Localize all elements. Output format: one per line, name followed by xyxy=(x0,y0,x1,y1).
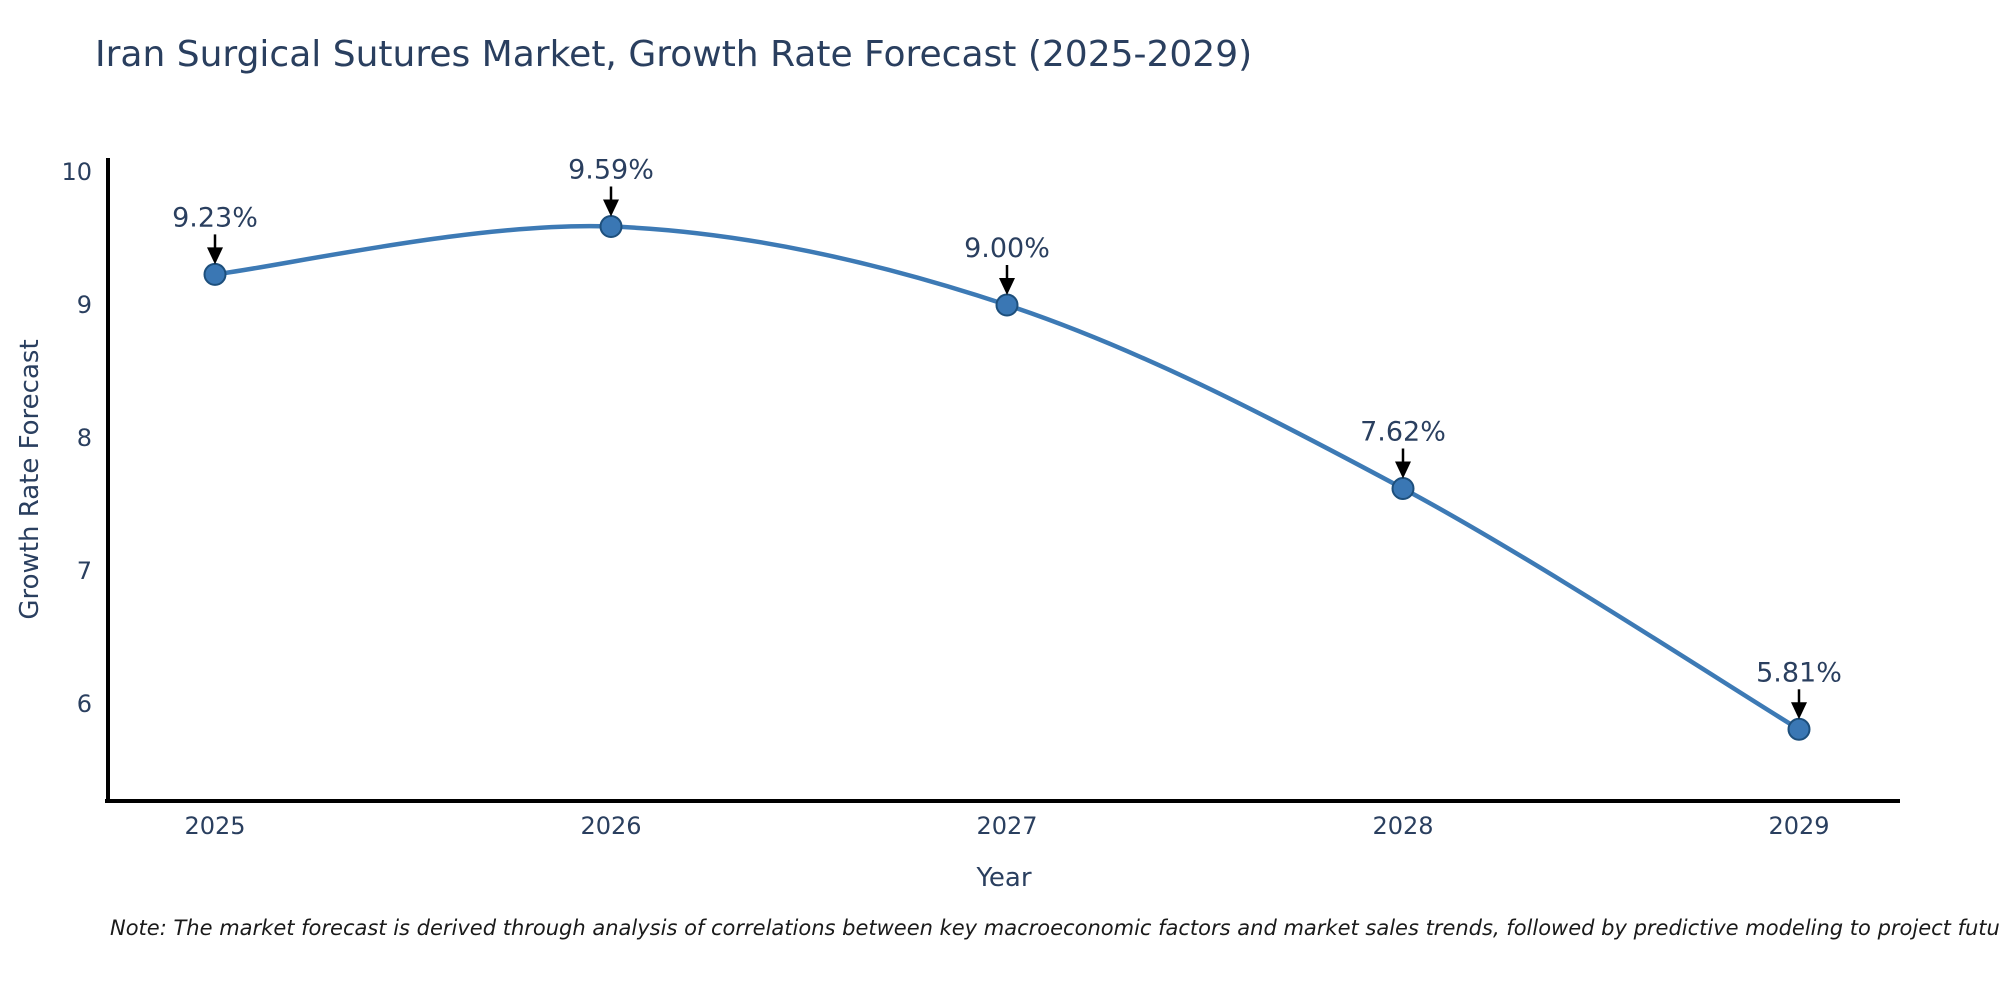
x-axis-title: Year xyxy=(975,863,1031,893)
x-tick-label: 2028 xyxy=(1372,812,1433,840)
y-tick-label: 10 xyxy=(61,158,92,186)
x-tick-label: 2026 xyxy=(580,812,641,840)
y-tick-label: 8 xyxy=(77,424,92,452)
x-tick-label: 2029 xyxy=(1768,812,1829,840)
annotation-arrowhead xyxy=(1395,461,1411,479)
data-point-marker xyxy=(1787,717,1811,741)
point-value-label: 9.23% xyxy=(172,202,258,233)
footnote: Note: The market forecast is derived thr… xyxy=(110,916,2000,940)
point-value-label: 5.81% xyxy=(1756,657,1842,688)
x-tick-label: 2027 xyxy=(976,812,1037,840)
y-axis-title: Growth Rate Forecast xyxy=(15,339,45,619)
y-tick-label: 9 xyxy=(77,291,92,319)
data-point-marker xyxy=(203,262,227,286)
chart-title: Iran Surgical Sutures Market, Growth Rat… xyxy=(95,34,1253,75)
point-value-label: 9.59% xyxy=(568,155,654,186)
y-tick-label: 6 xyxy=(77,690,92,718)
annotation-arrowhead xyxy=(999,278,1015,295)
point-value-label: 7.62% xyxy=(1360,417,1446,448)
annotation-arrowhead xyxy=(1791,702,1807,720)
data-point-marker xyxy=(1391,477,1415,500)
annotation-arrowhead xyxy=(603,199,619,217)
x-tick-label: 2025 xyxy=(184,812,245,840)
annotation-arrowhead xyxy=(207,247,223,265)
y-tick-label: 7 xyxy=(77,557,92,585)
data-point-marker xyxy=(995,293,1019,317)
point-value-label: 9.00% xyxy=(964,233,1050,264)
data-point-marker xyxy=(599,215,623,238)
